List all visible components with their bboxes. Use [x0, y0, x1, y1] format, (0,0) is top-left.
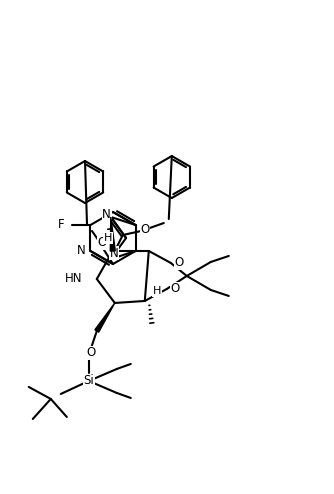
Text: N: N: [102, 207, 111, 220]
Text: F: F: [58, 218, 64, 232]
Text: O: O: [86, 346, 96, 360]
Text: O: O: [171, 283, 180, 295]
Text: N: N: [77, 245, 86, 257]
Polygon shape: [95, 303, 115, 332]
Polygon shape: [110, 217, 115, 251]
Text: O: O: [98, 237, 107, 249]
Text: H: H: [153, 286, 161, 296]
Text: HN: HN: [65, 273, 83, 286]
Text: O: O: [175, 256, 184, 269]
Text: Si: Si: [84, 374, 94, 387]
Text: O: O: [140, 222, 149, 236]
Text: H: H: [104, 233, 112, 243]
Text: N: N: [110, 247, 118, 259]
